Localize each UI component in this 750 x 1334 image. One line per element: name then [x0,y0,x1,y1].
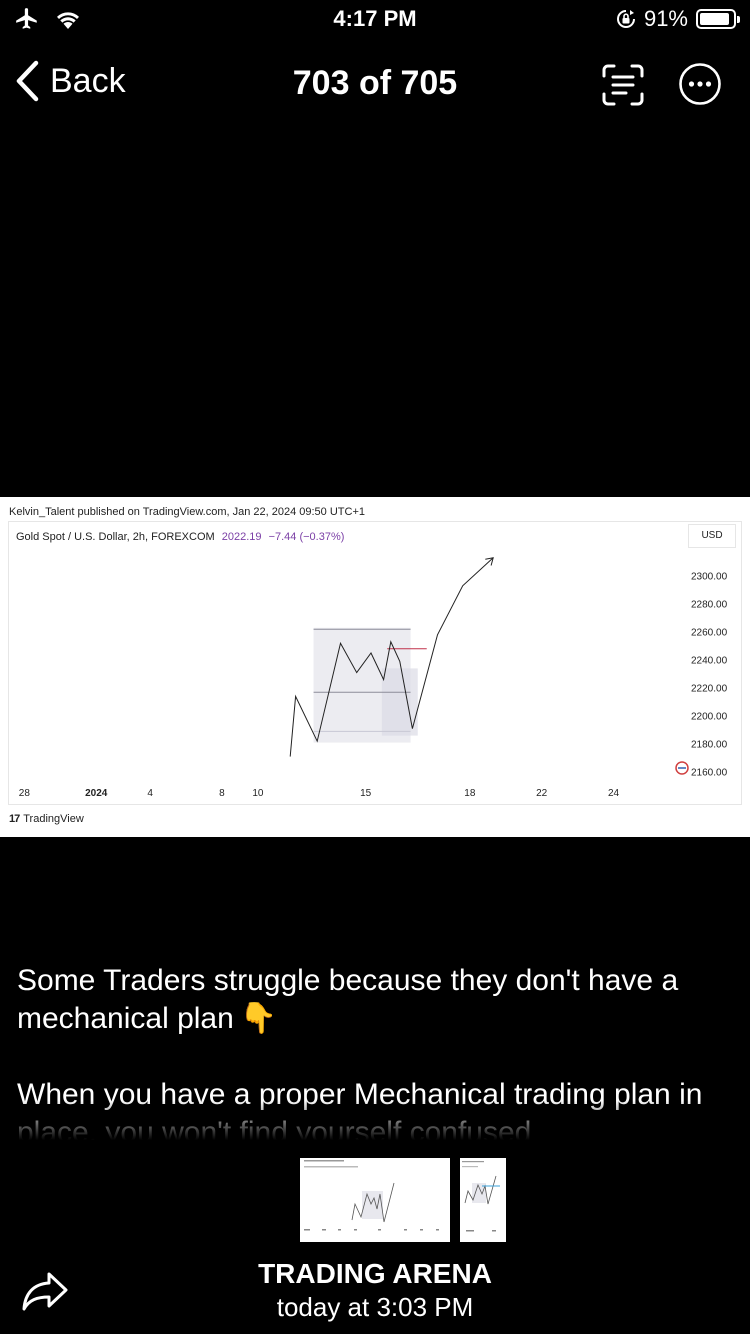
status-bar: 4:17 PM 91% [0,0,750,40]
thumbnail-chart-preview [460,1158,506,1242]
thumbnail-current[interactable] [300,1158,450,1242]
chart-x-tick-label: 22 [536,788,548,799]
tradingview-logo-text: TradingView [23,813,84,825]
battery-percent: 91% [644,6,688,32]
nav-bar: Back 703 of 705 [0,52,750,116]
thumbnail-next[interactable] [460,1158,506,1242]
tradingview-logo-icon: 17 [9,813,19,825]
chart-y-tick-label: 2280.00 [691,600,728,611]
chart-y-tick-label: 2240.00 [691,656,728,667]
chart-y-tick-label: 2300.00 [691,572,728,583]
sender-name: TRADING ARENA [0,1258,750,1290]
tradingview-logo: 17 TradingView [9,813,84,825]
chart-y-tick-label: 2260.00 [691,628,728,639]
chart-y-tick-label: 2160.00 [691,768,728,779]
chart-x-tick-label: 2024 [85,788,108,799]
battery-icon [696,9,736,29]
chart-x-tick-label: 8 [219,788,225,799]
orientation-lock-icon [616,9,636,29]
chart-x-tick-label: 24 [608,788,620,799]
chart-plot: 2300.00 2280.00 2260.00 2240.00 2220.00 2200.… [0,497,750,837]
ellipsis-circle-icon[interactable] [678,62,722,106]
status-right: 91% [616,6,736,32]
caption-paragraph-1: Some Traders struggle because they don't… [17,962,733,1038]
pointing-down-emoji: 👇 [240,1002,277,1035]
chart-x-tick-label: 15 [360,788,372,799]
caption-line-1: Some Traders struggle because they don't… [17,964,678,1035]
chart-image[interactable]: Kelvin_Talent published on TradingView.c… [0,497,750,837]
battery-level-fill [700,13,729,25]
thumbnail-chart-preview [300,1158,450,1242]
chart-y-tick-label: 2200.00 [691,712,728,723]
chart-x-tick-label: 10 [252,788,264,799]
live-text-icon[interactable] [600,62,646,108]
chart-x-tick-label: 4 [147,788,153,799]
sent-time: today at 3:03 PM [0,1292,750,1323]
caption-fade [0,1100,750,1150]
chart-y-tick-label: 2180.00 [691,740,728,751]
chart-y-tick-label: 2220.00 [691,684,728,695]
chart-x-tick-label: 28 [19,788,31,799]
chart-zone [382,668,418,735]
chart-x-tick-label: 18 [464,788,476,799]
